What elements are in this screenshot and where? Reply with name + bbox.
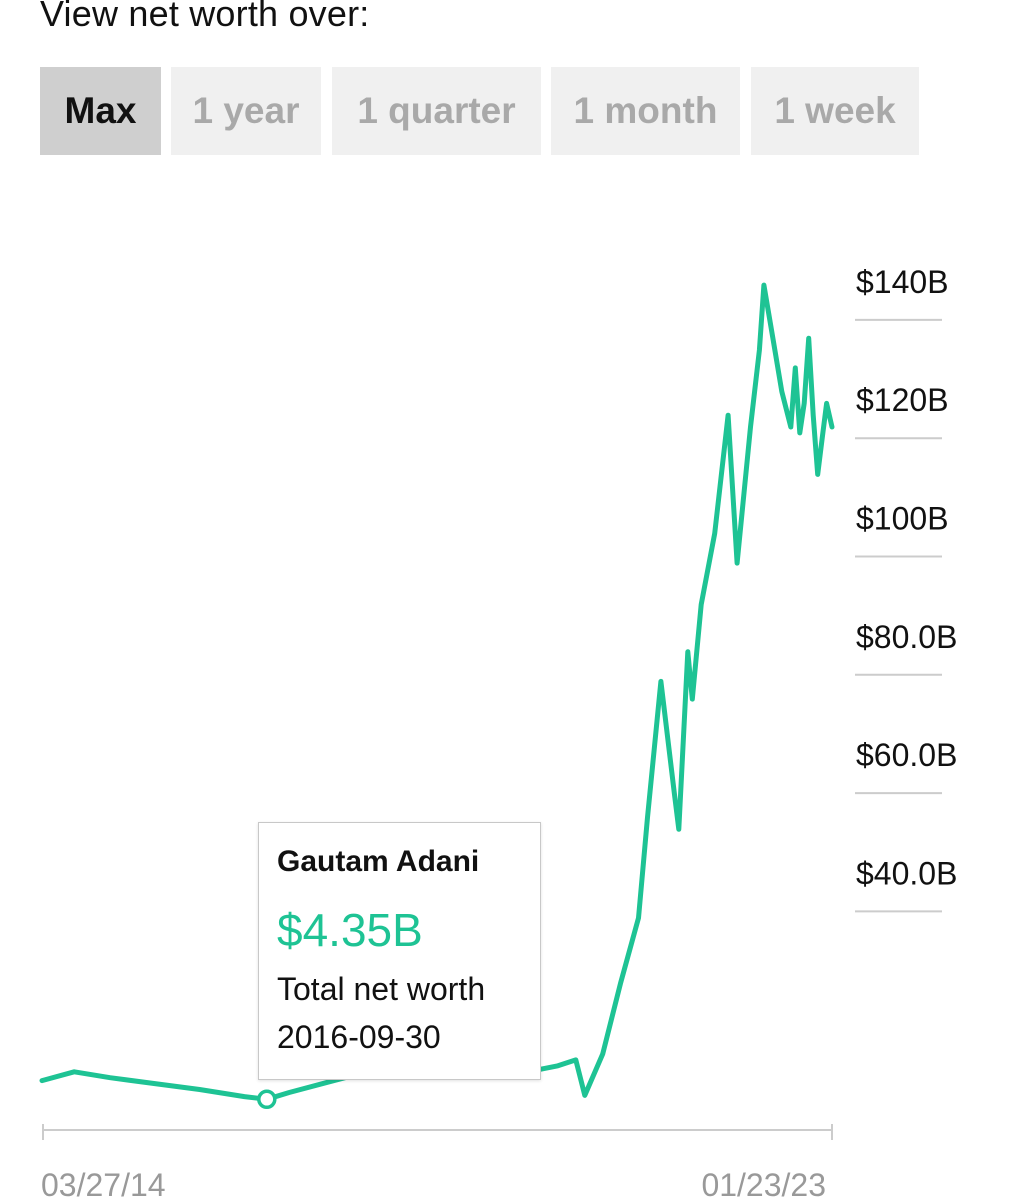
tooltip-net-worth-value: $4.35B [277, 904, 423, 956]
x-axis-start-label: 03/27/14 [41, 1167, 166, 1200]
y-tick-label: $60.0B [856, 737, 957, 773]
tooltip-date: 2016-09-30 [277, 1019, 441, 1055]
hover-tooltip: Gautam Adani $4.35B Total net worth 2016… [258, 822, 541, 1080]
y-tick-label: $140B [856, 264, 949, 300]
tab-1-week[interactable]: 1 week [751, 67, 919, 155]
tab-1-year[interactable]: 1 year [171, 67, 321, 155]
tooltip-metric-label: Total net worth [277, 971, 486, 1007]
tooltip-person-name: Gautam Adani [277, 845, 480, 878]
x-axis-end-label: 01/23/23 [701, 1167, 826, 1200]
tab-max[interactable]: Max [40, 67, 161, 155]
y-axis: $140B $120B $100B $80.0B $60.0B $40.0B [855, 264, 957, 913]
hover-marker[interactable] [257, 1089, 277, 1110]
y-tick-label: $40.0B [856, 855, 957, 891]
tab-1-quarter[interactable]: 1 quarter [332, 67, 541, 155]
y-tick-label: $80.0B [856, 619, 957, 655]
net-worth-line [39, 282, 835, 1102]
tab-1-month[interactable]: 1 month [551, 67, 740, 155]
page-heading: View net worth over: [40, 0, 370, 34]
y-tick-label: $120B [856, 382, 949, 418]
y-tick-label: $100B [856, 501, 949, 537]
